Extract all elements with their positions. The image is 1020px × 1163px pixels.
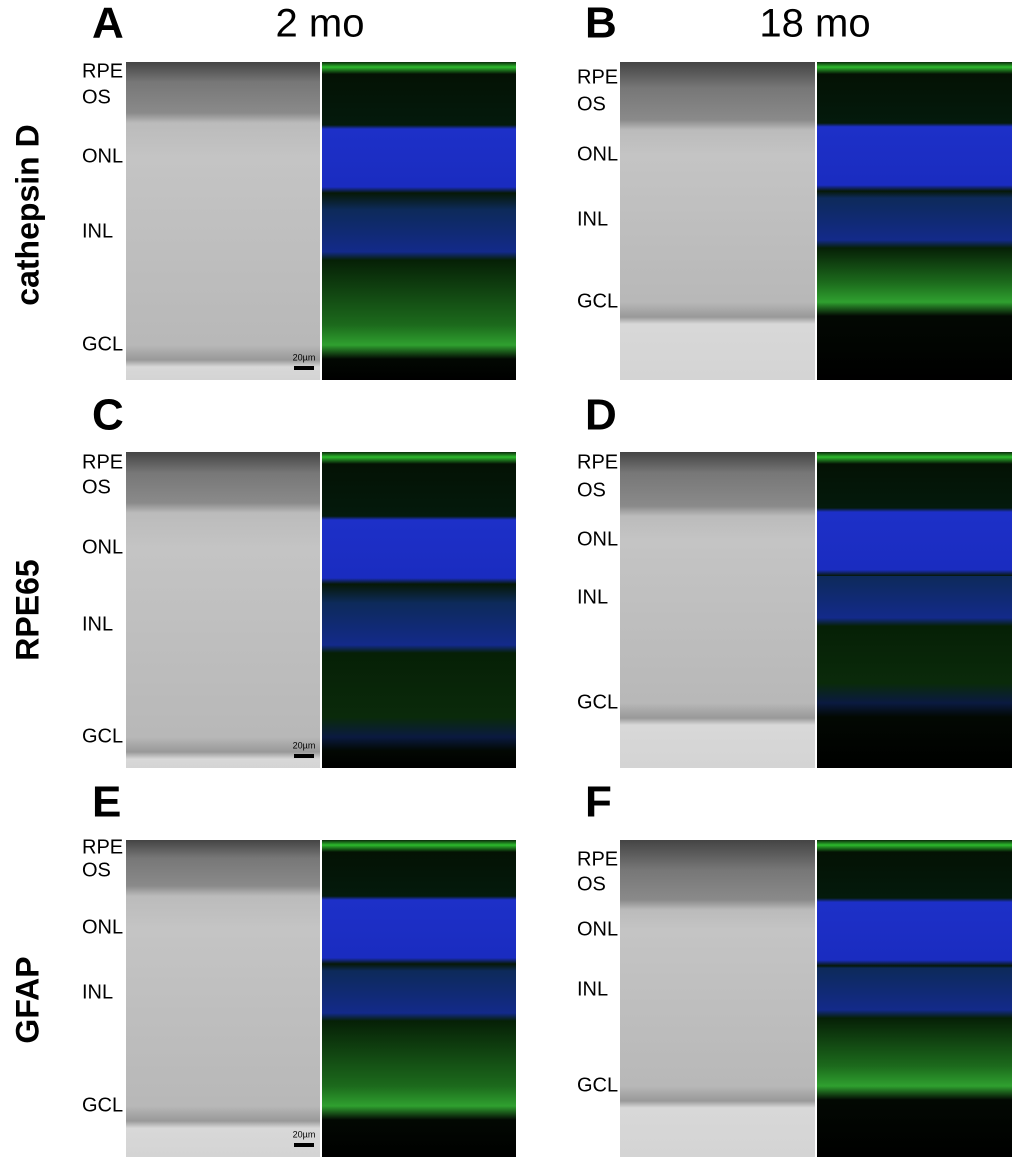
layer-label: RPE xyxy=(577,848,618,870)
bright-field-image xyxy=(126,62,320,380)
layer-label: INL xyxy=(82,613,113,635)
layer-label: ONL xyxy=(577,528,618,550)
scale-bar-label: 20µm xyxy=(293,740,316,750)
scale-bar xyxy=(294,754,314,758)
panel-letter: D xyxy=(585,391,617,440)
fluorescence-image xyxy=(322,62,516,380)
layer-label: ONL xyxy=(82,145,123,167)
bright-field-image xyxy=(620,452,815,768)
bright-field-image xyxy=(620,62,815,380)
panel-letter: B xyxy=(585,0,617,48)
row-label: GFAP xyxy=(9,956,45,1043)
bright-field-image xyxy=(126,452,320,768)
layer-label: INL xyxy=(82,981,113,1003)
layer-label: INL xyxy=(577,586,608,608)
scale-bar xyxy=(294,1143,314,1147)
column-header: 2 mo xyxy=(276,2,365,46)
layer-label: ONL xyxy=(82,536,123,558)
column-header: 18 mo xyxy=(759,2,870,46)
layer-label: ONL xyxy=(577,143,618,165)
layer-label: OS xyxy=(82,859,111,881)
layer-label: INL xyxy=(577,208,608,230)
fluorescence-image xyxy=(322,452,516,768)
layer-label: RPE xyxy=(82,60,123,82)
layer-label: GCL xyxy=(577,691,618,713)
fluorescence-image xyxy=(817,62,1012,380)
scale-bar-label: 20µm xyxy=(293,1129,316,1139)
layer-label: GCL xyxy=(82,1094,123,1116)
layer-label: RPE xyxy=(577,451,618,473)
fluorescence-image xyxy=(817,840,1012,1157)
layer-label: GCL xyxy=(82,333,123,355)
row-label: RPE65 xyxy=(9,559,45,660)
panel-letter: F xyxy=(585,778,612,827)
layer-label: ONL xyxy=(82,916,123,938)
fluorescence-image xyxy=(817,452,1012,768)
panel-letter: E xyxy=(92,778,121,827)
layer-label: INL xyxy=(82,220,113,242)
panel-letter: A xyxy=(92,0,124,48)
layer-label: RPE xyxy=(82,451,123,473)
layer-label: GCL xyxy=(82,725,123,747)
layer-label: OS xyxy=(577,93,606,115)
fluorescence-image xyxy=(322,840,516,1157)
layer-label: OS xyxy=(82,86,111,108)
layer-label: OS xyxy=(82,476,111,498)
bright-field-image xyxy=(126,840,320,1157)
layer-label: RPE xyxy=(82,836,123,858)
layer-label: GCL xyxy=(577,290,618,312)
layer-label: INL xyxy=(577,978,608,1000)
bright-field-image xyxy=(620,840,815,1157)
scale-bar xyxy=(294,366,314,370)
row-label: cathepsin D xyxy=(9,124,45,305)
panel-letter: C xyxy=(92,391,124,440)
scale-bar-label: 20µm xyxy=(293,352,316,362)
layer-label: OS xyxy=(577,873,606,895)
layer-label: ONL xyxy=(577,918,618,940)
layer-label: GCL xyxy=(577,1074,618,1096)
layer-label: OS xyxy=(577,479,606,501)
layer-label: RPE xyxy=(577,66,618,88)
